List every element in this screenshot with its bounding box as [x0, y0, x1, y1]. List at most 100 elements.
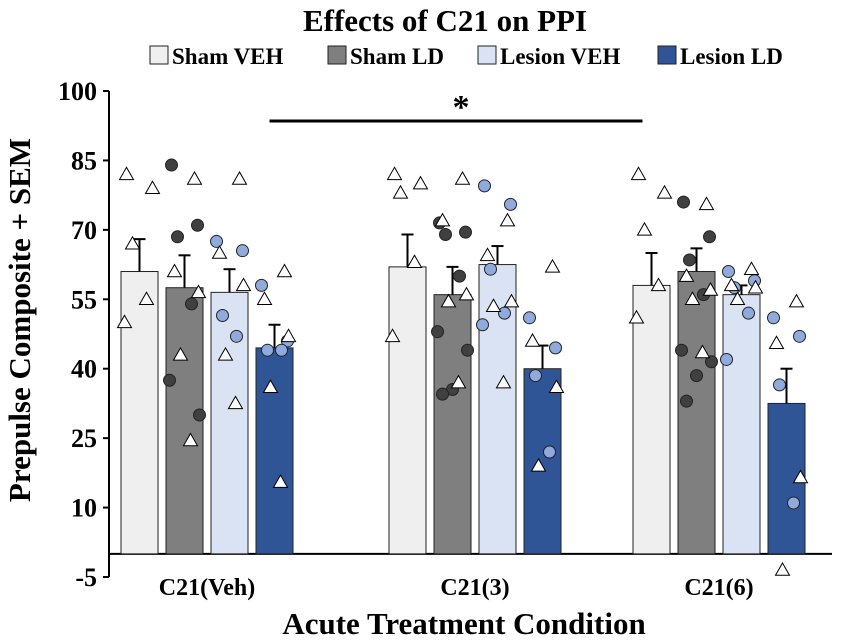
circle-point — [436, 387, 449, 401]
circle-point — [431, 325, 444, 339]
triangle-point — [124, 235, 141, 250]
circle-point — [742, 306, 755, 320]
circle-point — [163, 373, 176, 387]
legend-item: Sham VEH — [149, 44, 284, 69]
triangle-point — [211, 244, 228, 259]
triangle-point — [386, 166, 403, 181]
circle-point — [459, 225, 472, 239]
circle-point — [498, 306, 511, 320]
bar — [210, 291, 249, 555]
circle-point — [210, 234, 223, 248]
circle-point — [720, 352, 733, 366]
circle-point — [504, 197, 517, 211]
triangle-point — [217, 346, 234, 361]
y-tick-label: 40 — [71, 355, 97, 384]
triangle-point — [698, 196, 715, 211]
y-tick-label: 100 — [58, 77, 97, 106]
circle-point — [705, 355, 718, 369]
circle-point — [529, 369, 542, 383]
x-axis-label: Acute Treatment Condition — [282, 606, 645, 641]
legend-label: Sham VEH — [172, 44, 284, 69]
triangle-point — [503, 293, 520, 308]
circle-point — [476, 318, 489, 332]
triangle-point — [650, 277, 667, 292]
circle-point — [236, 244, 249, 258]
triangle-point — [530, 457, 547, 472]
triangle-point — [227, 395, 244, 410]
legend-label: Sham LD — [350, 44, 444, 69]
legend-swatch — [149, 45, 169, 65]
triangle-point — [434, 212, 451, 227]
circle-point — [171, 230, 184, 244]
bar — [433, 294, 472, 555]
bar — [677, 271, 716, 555]
circle-point — [461, 343, 474, 357]
triangle-point — [166, 263, 183, 278]
triangle-point — [280, 328, 297, 343]
triangle-point — [628, 309, 645, 324]
legend: Sham VEH Sham LD Lesion VEH Lesion LD — [149, 44, 783, 69]
triangle-point — [678, 268, 695, 282]
triangle-point — [276, 263, 293, 278]
significance-star: * — [453, 89, 470, 126]
legend-label: Lesion LD — [680, 44, 783, 69]
x-tick-label: C21(Veh) — [159, 575, 255, 601]
triangle-point — [544, 258, 561, 273]
circle-point — [690, 369, 703, 383]
legend-swatch — [477, 45, 497, 65]
legend-label: Lesion VEH — [500, 44, 620, 69]
bar — [255, 347, 294, 555]
triangle-point — [702, 282, 719, 296]
legend-swatch — [327, 45, 347, 65]
legend-item: Sham LD — [327, 44, 444, 69]
data-points — [116, 158, 809, 576]
triangle-point — [190, 284, 207, 299]
triangle-point — [485, 298, 502, 312]
triangle-point — [172, 346, 189, 361]
triangle-point — [479, 247, 496, 262]
triangle-point — [186, 170, 203, 185]
triangle-point — [384, 328, 401, 343]
triangle-point — [774, 562, 791, 576]
x-tick-label: C21(3) — [440, 575, 509, 601]
legend-item: Lesion VEH — [477, 44, 620, 69]
triangle-point — [454, 170, 471, 185]
circle-point — [680, 394, 693, 408]
y-tick-label: 10 — [71, 494, 97, 523]
triangle-point — [116, 314, 133, 329]
triangle-point — [694, 344, 711, 359]
triangle-point — [440, 293, 457, 308]
triangle-point — [548, 379, 565, 393]
triangle-point — [412, 175, 429, 190]
circle-point — [165, 158, 178, 172]
circle-point — [793, 329, 806, 343]
triangle-point — [630, 166, 647, 181]
triangle-point — [144, 180, 161, 194]
y-tick-label: 70 — [71, 216, 97, 245]
circle-point — [275, 343, 288, 357]
triangle-point — [499, 212, 516, 227]
triangle-point — [495, 374, 512, 389]
triangle-point — [723, 277, 740, 292]
triangle-point — [262, 379, 279, 393]
triangle-point — [792, 469, 809, 484]
triangle-point — [524, 332, 541, 347]
circle-point — [523, 311, 536, 325]
circle-point — [543, 445, 556, 459]
bar — [722, 294, 761, 555]
chart-title: Effects of C21 on PPI — [303, 3, 587, 38]
triangle-point — [231, 170, 248, 185]
legend-item: Lesion LD — [657, 44, 783, 69]
circle-point — [255, 278, 268, 292]
y-tick-label: 85 — [71, 146, 97, 175]
triangle-point — [450, 374, 467, 389]
triangle-point — [747, 279, 764, 294]
circle-point — [439, 227, 452, 241]
axes: -5 10 25 40 55 70 85 100 C21(Veh) C21(3) C21(6) — [58, 77, 832, 601]
triangle-point — [636, 221, 653, 236]
triangle-point — [182, 432, 199, 447]
triangle-point — [256, 291, 273, 306]
y-tick-label: -5 — [75, 563, 97, 592]
circle-point — [722, 265, 735, 279]
